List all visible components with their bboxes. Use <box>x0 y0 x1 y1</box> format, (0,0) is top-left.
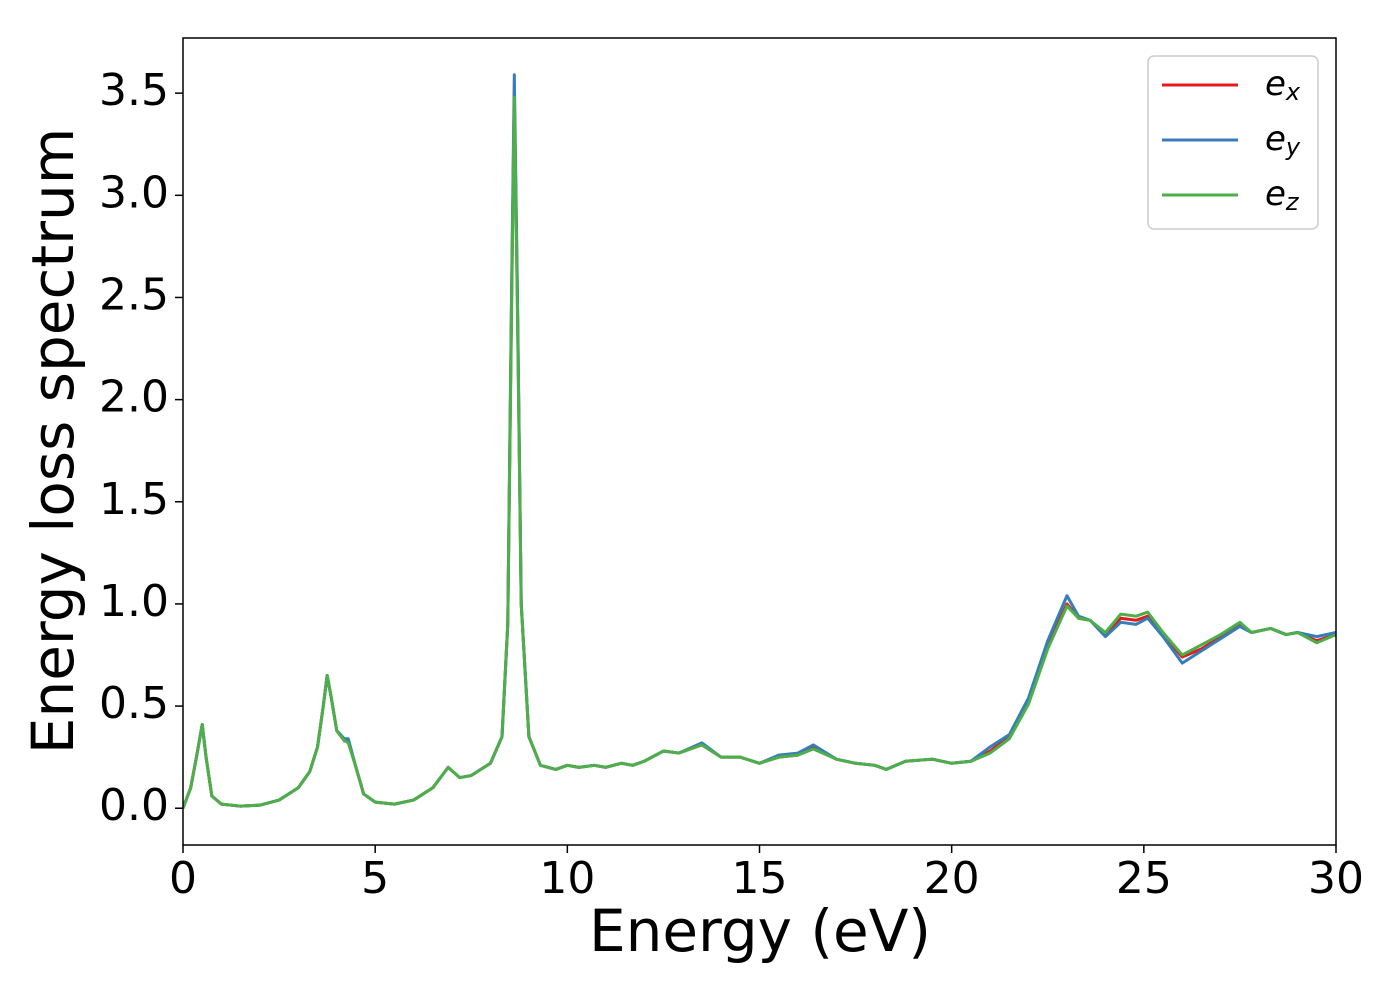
legend-label: ez <box>1265 174 1300 217</box>
y-tick-label: 0.5 <box>99 678 169 729</box>
plot-frame <box>182 37 1337 846</box>
y-tick-label: 1.0 <box>99 576 169 627</box>
x-axis-label: Energy (eV) <box>589 897 931 965</box>
legend-label: ex <box>1265 64 1301 107</box>
y-axis-label: Energy loss spectrum <box>19 128 87 754</box>
legend: ex ey ez <box>1147 55 1319 230</box>
data-line <box>183 95 1336 809</box>
y-tick-label: 2.5 <box>99 269 169 320</box>
y-tick-label: 1.5 <box>99 474 169 525</box>
x-tick-label: 0 <box>169 853 197 904</box>
x-tick-label: 10 <box>539 853 595 904</box>
legend-box <box>1147 55 1319 230</box>
legend-label: ey <box>1265 119 1301 162</box>
x-tick-label: 20 <box>924 853 980 904</box>
x-tick-label: 25 <box>1116 853 1172 904</box>
x-tick-label: 30 <box>1308 853 1364 904</box>
y-tick-label: 0.0 <box>99 780 169 831</box>
x-tick-label: 5 <box>361 853 389 904</box>
y-tick-label: 3.5 <box>99 65 169 116</box>
y-tick-label: 3.0 <box>99 167 169 218</box>
x-tick-label: 15 <box>732 853 788 904</box>
y-tick-label: 2.0 <box>99 372 169 423</box>
